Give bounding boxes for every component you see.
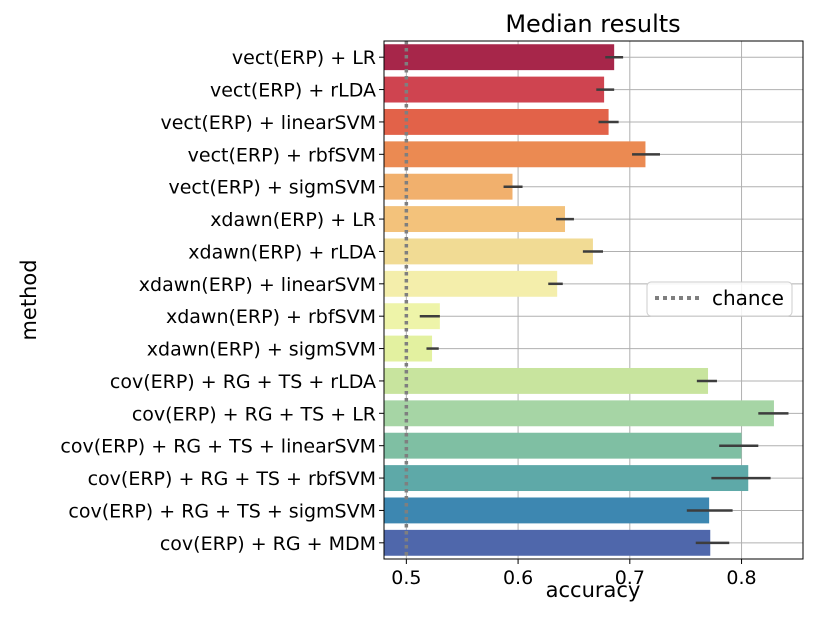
bar [384,238,593,265]
category-label: cov(ERP) + RG + TS + sigmSVM [68,500,376,522]
bar [384,497,710,524]
legend-box [646,281,793,317]
y-axis-title: method [17,259,41,340]
x-tick-label: 0.7 [615,567,645,589]
bar [384,141,646,168]
bar [384,206,566,233]
category-label-layer: vect(ERP) + LR vect(ERP) + rLDA vect(ERP) … [60,47,384,555]
category-label: cov(ERP) + RG + TS + rbfSVM [88,468,376,490]
category-label: xdawn(ERP) + linearSVM [139,274,376,296]
category-label: cov(ERP) + RG + TS + LR [132,403,376,425]
category-label: vect(ERP) + rLDA [210,80,376,102]
category-label: xdawn(ERP) + sigmSVM [147,339,376,361]
error-bars [419,55,789,545]
plot-frame [383,40,804,560]
bar [384,173,513,200]
x-tick-label: 0.5 [391,567,421,589]
x-tick-label: 0.8 [726,567,756,589]
bar [384,270,558,297]
category-label: vect(ERP) + sigmSVM [168,177,376,199]
category-label: xdawn(ERP) + LR [210,209,376,231]
bar [384,367,709,394]
bar [384,400,774,427]
bar [384,108,609,135]
category-label: cov(ERP) + RG + TS + rLDA [110,371,376,393]
bar [384,44,615,71]
category-label: vect(ERP) + rbfSVM [188,144,376,166]
legend: chance [646,281,793,317]
bar [384,432,742,459]
bars [384,44,774,556]
x-axis-title: accuracy [546,578,641,602]
bar [384,529,711,556]
category-label: cov(ERP) + RG + TS + linearSVM [60,436,376,458]
bar [384,76,605,103]
category-label: cov(ERP) + RG + MDM [160,533,376,555]
category-label: xdawn(ERP) + rbfSVM [166,306,376,328]
category-label: vect(ERP) + linearSVM [160,112,376,134]
chart-title: Median results [505,10,680,38]
category-label: vect(ERP) + LR [232,47,376,69]
x-tick-label: 0.6 [503,567,533,589]
x-tick-layer: 0.5 0.6 0.7 0.8 [391,559,757,589]
category-label: xdawn(ERP) + rLDA [188,241,376,263]
legend-chance-label: chance [712,286,784,310]
bar [384,465,749,492]
